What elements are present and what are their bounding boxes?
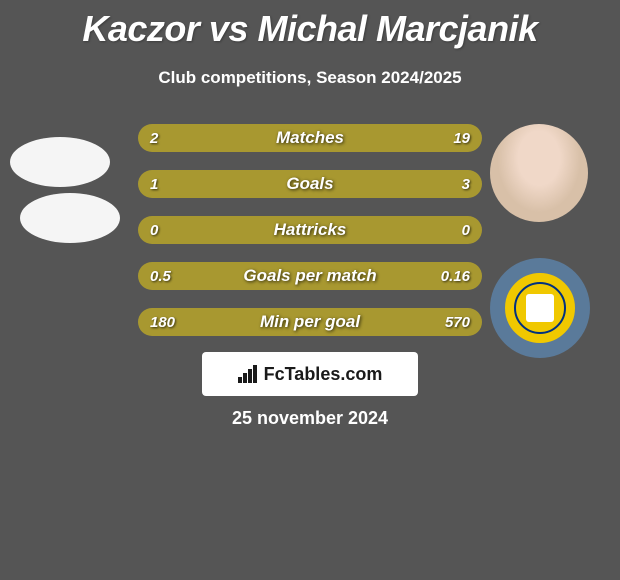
stat-label: Goals — [138, 170, 482, 198]
snapshot-date: 25 november 2024 — [0, 408, 620, 429]
bar-chart-icon — [238, 365, 260, 383]
stat-value-left: 0.5 — [150, 262, 171, 290]
stat-value-left: 2 — [150, 124, 158, 152]
stat-bar: Hattricks0 0 — [138, 216, 482, 244]
season-subtitle: Club competitions, Season 2024/2025 — [0, 68, 620, 88]
stat-value-right: 570 — [445, 308, 470, 336]
stat-value-left: 180 — [150, 308, 175, 336]
player-left-avatar — [10, 137, 110, 187]
brand-text: FcTables.com — [264, 364, 383, 385]
stat-label: Goals per match — [138, 262, 482, 290]
stat-value-left: 1 — [150, 170, 158, 198]
stat-bar: Min per goal180 570 — [138, 308, 482, 336]
stat-value-right: 0.16 — [441, 262, 470, 290]
page-title: Kaczor vs Michal Marcjanik — [0, 0, 620, 50]
stat-label: Matches — [138, 124, 482, 152]
player-right-avatar — [490, 124, 588, 222]
stat-bar: Goals1 3 — [138, 170, 482, 198]
stats-bars: Matches2 19 Goals1 3 Hattricks0 0 Goals per ma… — [138, 124, 482, 354]
stat-value-right: 3 — [462, 170, 470, 198]
stat-bar: Goals per match0.5 0.16 — [138, 262, 482, 290]
club-right-badge — [490, 258, 590, 358]
stat-label: Min per goal — [138, 308, 482, 336]
stat-label: Hattricks — [138, 216, 482, 244]
stat-value-left: 0 — [150, 216, 158, 244]
arka-badge-icon — [505, 273, 575, 343]
stat-value-right: 0 — [462, 216, 470, 244]
club-left-badge — [20, 193, 120, 243]
brand-badge: FcTables.com — [202, 352, 418, 396]
stat-value-right: 19 — [453, 124, 470, 152]
stat-bar: Matches2 19 — [138, 124, 482, 152]
